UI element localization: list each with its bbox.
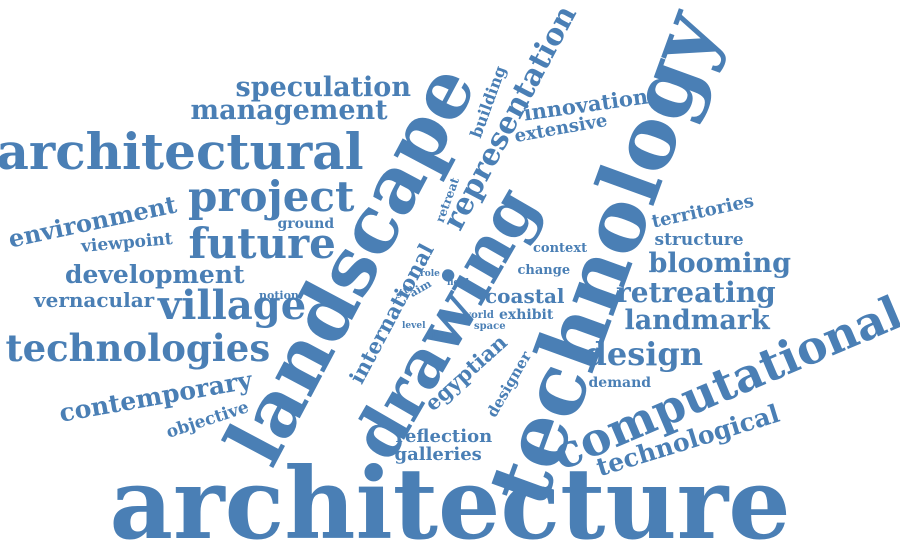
word-field: field	[447, 277, 469, 288]
word-project: project	[188, 172, 355, 221]
word-coastal: coastal	[485, 284, 565, 308]
word-vernacular: vernacular	[34, 288, 155, 312]
word-technologies: technologies	[5, 325, 271, 370]
word-retreating: retreating	[616, 276, 776, 309]
word-demand: demand	[588, 375, 652, 391]
word-context: context	[533, 240, 588, 256]
word-level: level	[402, 320, 426, 331]
word-role: role	[420, 268, 440, 279]
word-architectural: architectural	[0, 122, 364, 181]
word-village: village	[158, 282, 307, 329]
word-space: space	[474, 321, 506, 332]
word-blooming: blooming	[648, 247, 792, 279]
word-architecture: architecture	[109, 447, 791, 546]
word-reflection: reflection	[395, 426, 493, 447]
word-development: development	[65, 259, 245, 289]
word-future: future	[188, 219, 336, 268]
word-speculation: speculation	[235, 71, 411, 103]
word-design: design	[584, 335, 704, 373]
word-exhibit: exhibit	[499, 307, 554, 323]
word-notion: notion	[259, 288, 299, 302]
word-change: change	[517, 262, 571, 278]
word-landmark: landmark	[624, 304, 770, 336]
word-ground: ground	[277, 216, 335, 232]
word-book: book	[431, 332, 459, 343]
word-structure: structure	[654, 229, 744, 250]
word-management: management	[190, 94, 388, 126]
word-world: world	[462, 310, 494, 321]
word-galleries: galleries	[394, 444, 482, 465]
